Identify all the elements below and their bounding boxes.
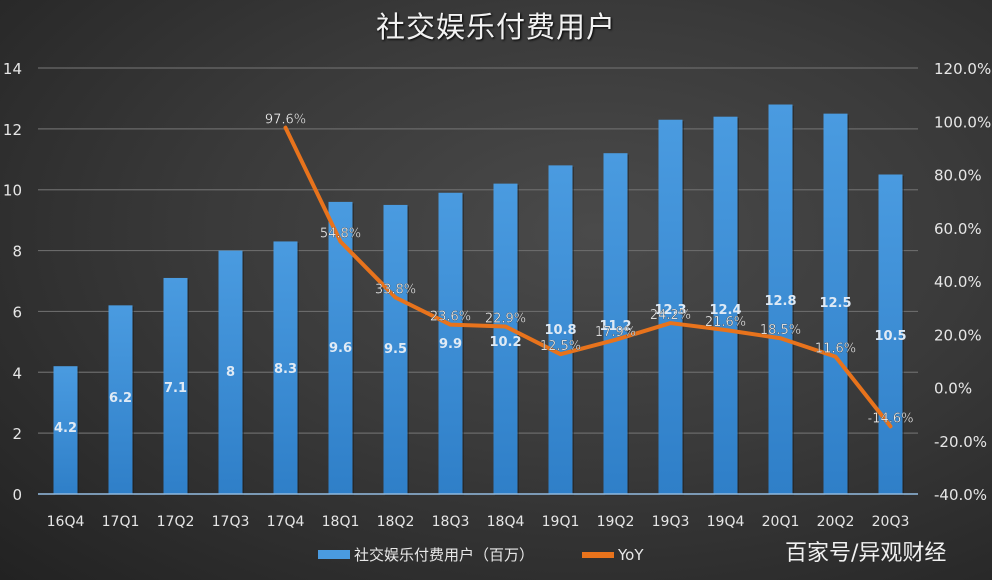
left-axis-tick: 8 <box>12 243 22 261</box>
left-axis-tick: 2 <box>12 425 22 443</box>
legend-item-yoy: YoY <box>582 546 644 564</box>
bar-20Q3 <box>878 174 903 494</box>
yoy-value-label: 17.9% <box>595 325 636 340</box>
x-axis-tick: 19Q4 <box>707 514 745 530</box>
bar-value-label: 8 <box>226 365 235 380</box>
bar-value-label: 12.4 <box>709 303 741 318</box>
watermark: 百家号/异观财经 <box>785 541 947 566</box>
yoy-value-label: 33.8% <box>375 283 416 298</box>
bar-20Q2 <box>823 113 848 495</box>
legend-bar-label: 社交娱乐付费用户（百万） <box>354 546 535 564</box>
chart-legend: 社交娱乐付费用户（百万） YoY <box>318 544 692 565</box>
bar-17Q3 <box>218 250 243 494</box>
line-swatch-icon <box>582 551 615 558</box>
bar-value-label: 10.2 <box>489 335 521 350</box>
yoy-value-label: -14.6% <box>868 411 914 426</box>
left-axis-tick: 14 <box>3 60 22 78</box>
yoy-value-label: 97.6% <box>265 113 306 128</box>
bar-value-label: 9.9 <box>439 337 462 352</box>
yoy-line <box>283 125 893 429</box>
right-axis-tick: 60.0% <box>934 220 982 238</box>
left-axis-tick: 4 <box>12 364 22 382</box>
yoy-value-label: 12.5% <box>540 339 581 354</box>
bar-18Q2 <box>383 204 408 494</box>
bar-17Q4 <box>273 241 298 494</box>
x-axis-tick: 20Q3 <box>872 514 910 530</box>
x-axis-tick: 20Q2 <box>817 514 855 530</box>
yoy-value-label: 54.8% <box>320 227 361 242</box>
bar-value-label: 8.3 <box>274 362 297 377</box>
x-axis-tick: 18Q2 <box>377 514 415 530</box>
x-axis-tick: 20Q1 <box>762 514 800 530</box>
x-axis-tick: 17Q1 <box>102 514 140 530</box>
bar-value-label: 10.8 <box>544 323 576 338</box>
right-axis-tick: 20.0% <box>934 326 982 344</box>
right-axis-tick: 0.0% <box>934 380 972 398</box>
bar-19Q2 <box>603 153 628 494</box>
legend-item-bars: 社交娱乐付费用户（百万） <box>318 544 534 565</box>
bar-value-label: 9.5 <box>384 342 407 357</box>
bar-18Q4 <box>493 183 518 494</box>
right-axis-tick: 120.0% <box>934 60 991 78</box>
bar-value-label: 7.1 <box>164 381 187 396</box>
bar-value-label: 11.2 <box>599 319 631 334</box>
x-axis-tick: 19Q3 <box>652 514 690 530</box>
bar-19Q1 <box>548 165 573 494</box>
bar-value-label: 12.5 <box>819 296 851 311</box>
yoy-value-label: 11.6% <box>815 342 856 357</box>
right-axis-tick: -40.0% <box>934 486 987 504</box>
x-axis-tick: 19Q2 <box>597 514 635 530</box>
left-axis-tick: 0 <box>12 486 22 504</box>
bar-19Q4 <box>713 116 738 494</box>
right-axis-tick: 40.0% <box>934 273 982 291</box>
bar-value-label: 6.2 <box>109 391 132 406</box>
bar-20Q1 <box>768 104 793 494</box>
yoy-value-label: 22.9% <box>485 312 526 327</box>
x-axis-tick: 19Q1 <box>542 514 580 530</box>
bar-19Q3 <box>658 119 683 494</box>
bar-value-label: 12.3 <box>654 303 686 318</box>
bar-17Q2 <box>163 277 188 494</box>
right-axis-tick: 80.0% <box>934 167 982 185</box>
x-axis-tick: 16Q4 <box>47 514 85 530</box>
bar-17Q1 <box>108 305 133 494</box>
x-axis-tick: 18Q3 <box>432 514 470 530</box>
right-axis-tick: 100.0% <box>934 113 991 131</box>
yoy-value-label: 23.6% <box>430 310 471 325</box>
x-axis-tick: 17Q2 <box>157 514 195 530</box>
yoy-value-label: 21.6% <box>705 315 746 330</box>
x-axis-tick: 18Q1 <box>322 514 360 530</box>
bar-value-label: 4.2 <box>54 421 77 436</box>
yoy-value-label: 24.2% <box>650 308 691 323</box>
left-axis-tick: 12 <box>3 121 22 139</box>
bar-18Q3 <box>438 192 463 494</box>
left-axis-tick: 10 <box>3 182 22 200</box>
bar-value-label: 9.6 <box>329 341 352 356</box>
chart-title: 社交娱乐付费用户 <box>375 10 616 44</box>
x-axis-tick: 18Q4 <box>487 514 525 530</box>
legend-line-label: YoY <box>618 545 644 564</box>
bar-16Q4 <box>53 366 78 494</box>
bar-swatch-icon <box>318 550 350 559</box>
x-axis-tick: 17Q4 <box>267 514 305 530</box>
right-axis-tick: -20.0% <box>934 433 987 451</box>
bar-value-label: 10.5 <box>874 329 906 344</box>
bar-value-label: 12.8 <box>764 294 796 309</box>
x-axis-tick: 17Q3 <box>212 514 250 530</box>
yoy-value-label: 18.5% <box>760 323 801 338</box>
left-axis-tick: 6 <box>12 303 22 321</box>
